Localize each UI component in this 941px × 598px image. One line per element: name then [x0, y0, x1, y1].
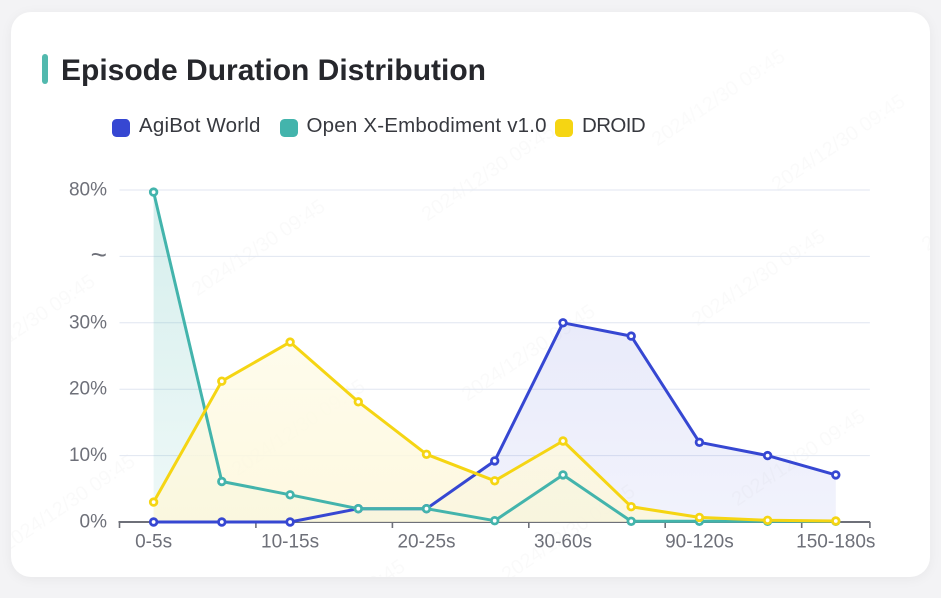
svg-text:20%: 20%	[69, 379, 107, 400]
svg-text:~: ~	[91, 239, 107, 270]
svg-text:10-15s: 10-15s	[261, 532, 319, 553]
svg-text:90-120s: 90-120s	[665, 532, 734, 553]
svg-text:30%: 30%	[69, 312, 107, 333]
svg-text:150-180s: 150-180s	[796, 532, 875, 553]
svg-text:0%: 0%	[80, 512, 108, 533]
svg-text:80%: 80%	[69, 180, 107, 201]
svg-text:10%: 10%	[69, 445, 107, 466]
svg-text:30-60s: 30-60s	[534, 532, 592, 553]
svg-text:20-25s: 20-25s	[397, 532, 455, 553]
svg-text:0-5s: 0-5s	[135, 532, 172, 553]
